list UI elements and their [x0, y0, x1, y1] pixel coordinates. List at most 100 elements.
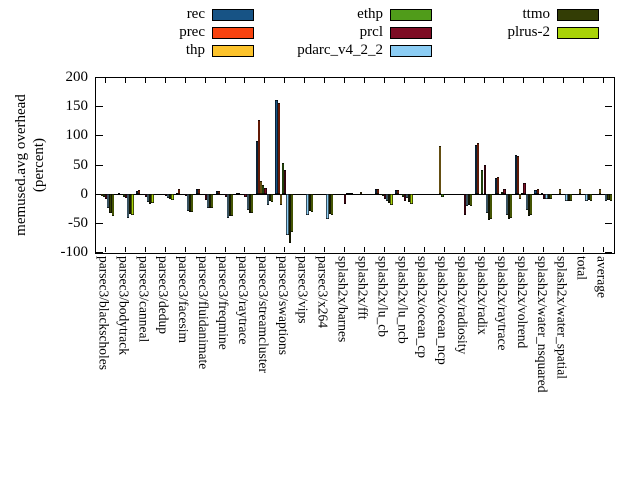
x-tick-mark [383, 78, 385, 83]
bar-prcl [563, 193, 566, 196]
bar-ttmo [149, 193, 152, 204]
bar-thp [120, 193, 123, 196]
x-tick-label: total [574, 256, 590, 280]
bar-rec [195, 189, 198, 194]
x-tick-label: splash2x/raytrace [494, 256, 510, 351]
bar-thp [399, 193, 402, 195]
bar-rec [215, 191, 218, 194]
x-tick-label: parsec3/dedup [156, 256, 172, 334]
x-tick-label: parsec3/canneal [136, 256, 152, 343]
bar-ethp [381, 193, 384, 196]
bar-ttmo [408, 193, 411, 203]
bar-prcl [284, 169, 287, 194]
bar-prec [556, 193, 559, 195]
x-tick-mark [344, 247, 346, 252]
bar-ttmo [109, 193, 112, 214]
bar-rec [96, 193, 99, 195]
bar-rec [534, 190, 537, 194]
x-tick-label: parsec3/x264 [315, 256, 331, 328]
bar-prcl [104, 193, 108, 200]
x-tick-mark [363, 247, 365, 252]
bar-prec [118, 192, 121, 194]
x-tick-mark [423, 247, 425, 252]
x-tick-label: parsec3/swaptions [275, 256, 291, 355]
bar-ttmo [268, 193, 271, 202]
bar-prcl [164, 193, 167, 196]
bar-thp [598, 189, 601, 194]
bar-ttmo [448, 193, 451, 195]
bar-plrus-2 [370, 193, 373, 195]
bar-pdarc_v4_2_2 [545, 193, 548, 199]
x-tick-mark [583, 78, 585, 83]
y-tick-label: 50 [73, 156, 88, 173]
bar-prcl [463, 193, 466, 215]
bar-prcl [483, 164, 486, 194]
bar-ethp [541, 192, 544, 194]
legend-swatch-ethp [390, 9, 432, 21]
bar-prcl [503, 189, 506, 194]
bar-ethp [580, 193, 584, 195]
bar-plrus-2 [450, 193, 453, 195]
bar-rec [574, 193, 577, 195]
bar-plrus-2 [589, 193, 592, 201]
bar-thp [538, 193, 542, 195]
x-tick-mark [403, 78, 405, 83]
bar-ttmo [547, 193, 550, 200]
x-tick-label: splash2x/radiosity [455, 256, 471, 355]
bar-prcl [383, 193, 387, 200]
x-tick-label: parsec3/bodytrack [116, 256, 132, 355]
bar-prcl [124, 193, 128, 199]
x-tick-label: splash2x/ocean_ncp [435, 256, 451, 365]
bar-pdarc_v4_2_2 [147, 193, 150, 203]
bar-thp [200, 193, 203, 195]
bar-prcl [344, 193, 347, 205]
bar-plrus-2 [569, 193, 572, 201]
bar-plrus-2 [171, 193, 174, 201]
bar-plrus-2 [490, 193, 493, 220]
bar-pdarc_v4_2_2 [186, 193, 190, 211]
y-tick-label: 200 [65, 69, 89, 85]
bar-ethp [560, 193, 564, 195]
bar-ttmo [348, 193, 351, 195]
bar-ethp [202, 193, 205, 196]
bar-thp [518, 193, 522, 200]
legend-label-thp: thp [185, 42, 205, 58]
bar-pdarc_v4_2_2 [406, 193, 409, 199]
bar-prec [456, 193, 460, 195]
x-tick-mark [264, 247, 266, 252]
x-tick-label: parsec3/fluidanimate [196, 256, 212, 370]
x-tick-mark [503, 78, 505, 83]
bar-thp [479, 193, 482, 195]
x-tick-label: splash2x/barnes [335, 256, 351, 343]
x-tick-label: splash2x/volrend [514, 256, 530, 349]
x-tick-mark [144, 247, 146, 252]
bar-prcl [523, 182, 526, 194]
x-tick-mark [363, 78, 365, 83]
bar-thp [180, 193, 183, 195]
y-tick-mark [96, 222, 103, 224]
plot-area [95, 77, 615, 254]
legend-swatch-pdarc_v4_2_2 [390, 45, 432, 57]
y-tick-mark [605, 252, 612, 253]
bar-ttmo [507, 193, 510, 220]
bar-thp [379, 193, 382, 195]
bar-plrus-2 [191, 193, 194, 213]
x-tick-mark [284, 247, 286, 252]
bar-ttmo [428, 193, 431, 196]
x-tick-mark [324, 78, 326, 83]
x-tick-mark [244, 78, 246, 83]
bar-plrus-2 [231, 193, 234, 216]
x-tick-mark [543, 78, 545, 83]
bar-thp [319, 193, 322, 195]
y-tick-mark [605, 222, 612, 224]
bar-prec [596, 193, 599, 195]
bar-prec [417, 193, 420, 195]
bar-ethp [142, 193, 145, 196]
bar-pdarc_v4_2_2 [505, 193, 508, 215]
bar-thp [359, 191, 362, 194]
bar-ttmo [129, 193, 132, 215]
bar-prec [357, 193, 360, 195]
x-tick-mark [204, 78, 206, 83]
bar-prec [217, 191, 221, 194]
bar-pdarc_v4_2_2 [346, 192, 349, 194]
